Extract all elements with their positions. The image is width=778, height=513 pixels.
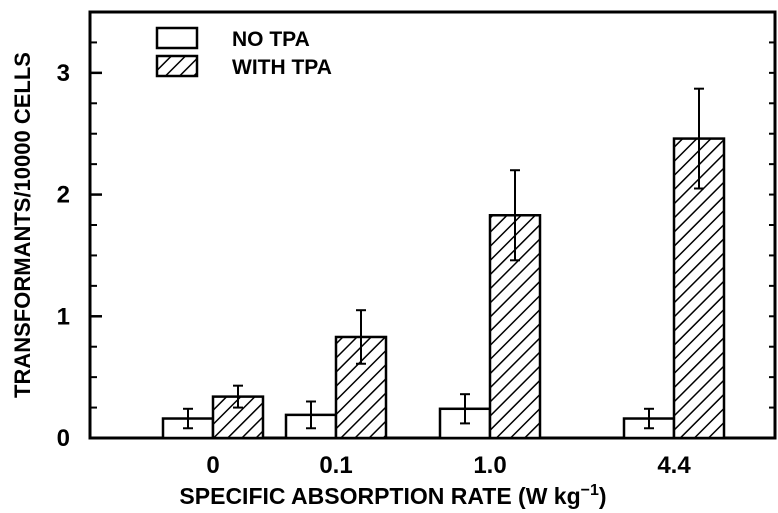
legend: NO TPA WITH TPA <box>155 26 332 79</box>
x-axis-label: SPECIFIC ABSORPTION RATE (W kg−1) <box>179 482 606 509</box>
y-axis-right-minor-ticks <box>769 41 775 409</box>
legend-swatch-no-tpa <box>155 26 199 50</box>
x-axis: 0 0.1 1.0 4.4 <box>206 452 691 479</box>
bar-with-tpa <box>488 214 542 440</box>
y-axis-label: TRANSFORMANTS/10000 CELLS <box>10 52 35 398</box>
x-tick-label: 0.1 <box>319 452 352 479</box>
y-tick-label: 2 <box>57 182 70 209</box>
y-axis: 0 1 2 3 <box>57 11 102 452</box>
legend-label-no-tpa: NO TPA <box>232 28 310 51</box>
x-tick-label: 0 <box>206 452 219 479</box>
x-tick-label: 1.0 <box>473 452 506 479</box>
x-axis-label-close: ) <box>599 483 607 509</box>
y-tick-label: 1 <box>57 303 70 330</box>
x-axis-label-exponent: −1 <box>581 482 599 499</box>
y-tick-label: 3 <box>57 60 70 87</box>
x-axis-label-main: SPECIFIC ABSORPTION RATE (W kg <box>179 483 580 509</box>
legend-swatch-with-tpa <box>155 54 199 78</box>
legend-label-with-tpa: WITH TPA <box>232 56 332 79</box>
bars-group <box>161 87 726 440</box>
x-tick-label: 4.4 <box>657 452 691 479</box>
y-tick-label: 0 <box>57 425 70 452</box>
